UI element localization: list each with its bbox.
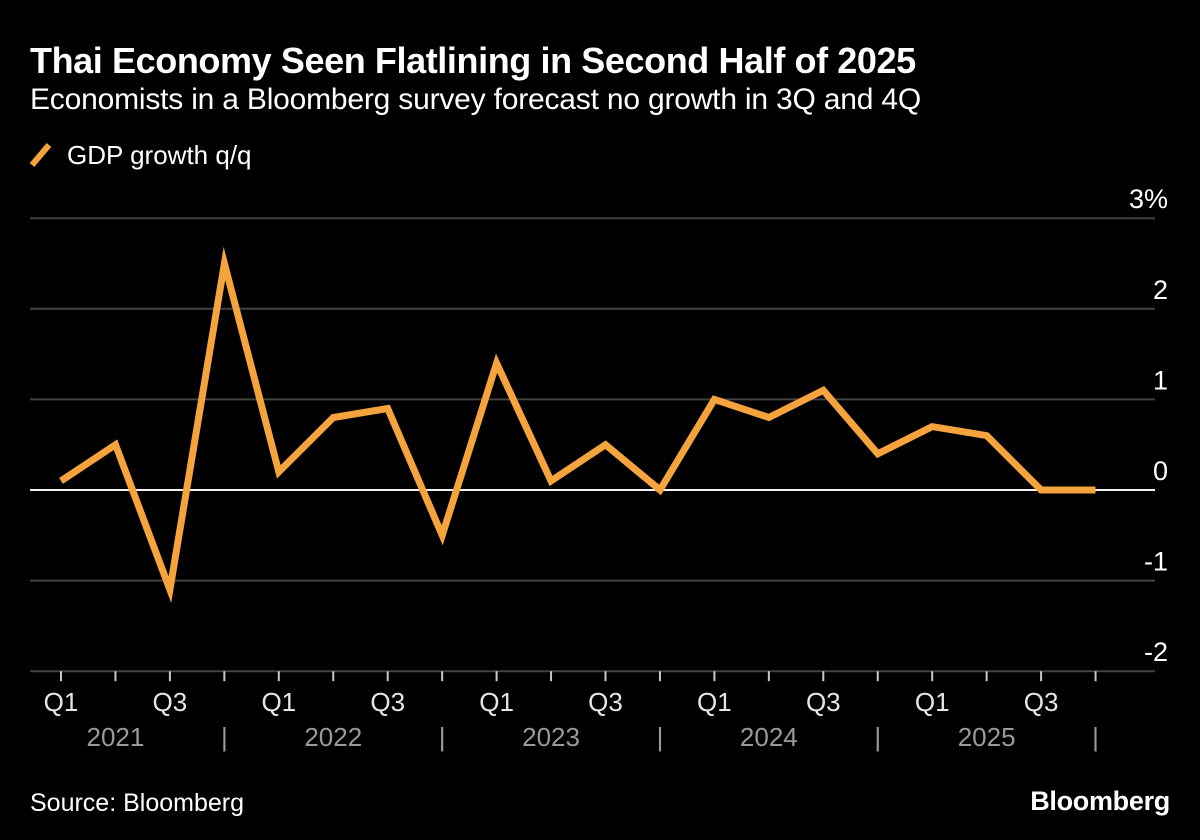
gdp-line-chart: 3% 2 1 0 -1 -2 Q1 Q3 Q1 Q3 Q1 Q3 Q1 Q3 Q1 Q3 2021 | 2022 | 2… [30, 184, 1168, 752]
quarter-label: Q3 [370, 687, 405, 717]
legend-label: GDP growth q/q [67, 140, 252, 170]
quarter-label: Q1 [44, 687, 79, 717]
year-separator: | [439, 722, 446, 752]
year-label: 2023 [522, 722, 580, 752]
y-tick-label: -2 [1144, 637, 1168, 667]
quarter-label: Q1 [261, 687, 296, 717]
quarter-label: Q1 [915, 687, 950, 717]
quarter-label: Q3 [153, 687, 188, 717]
quarter-label: Q1 [479, 687, 514, 717]
chart-subtitle: Economists in a Bloomberg survey forecas… [30, 83, 921, 116]
legend-line-swatch [29, 143, 52, 167]
y-tick-label: 1 [1153, 365, 1168, 395]
year-label: 2025 [958, 722, 1016, 752]
legend: GDP growth q/q [28, 141, 252, 169]
quarter-label: Q1 [697, 687, 732, 717]
year-separator: | [874, 722, 881, 752]
y-tick-label: -1 [1144, 547, 1168, 577]
quarter-label: Q3 [1024, 687, 1059, 717]
y-tick-label: 0 [1153, 456, 1168, 486]
year-separator: | [1092, 722, 1099, 752]
year-separator: | [657, 722, 664, 752]
year-label: 2022 [304, 722, 362, 752]
year-separator: | [221, 722, 228, 752]
y-tick-label: 2 [1153, 275, 1168, 305]
chart-title: Thai Economy Seen Flatlining in Second H… [30, 40, 916, 81]
bloomberg-logo: Bloomberg [1030, 786, 1170, 816]
year-label: 2021 [87, 722, 145, 752]
gdp-line [59, 246, 1096, 604]
y-tick-label: 3% [1129, 184, 1168, 214]
source-note: Source: Bloomberg [30, 789, 245, 817]
quarter-label: Q3 [588, 687, 623, 717]
year-label: 2024 [740, 722, 798, 752]
quarter-label: Q3 [806, 687, 841, 717]
